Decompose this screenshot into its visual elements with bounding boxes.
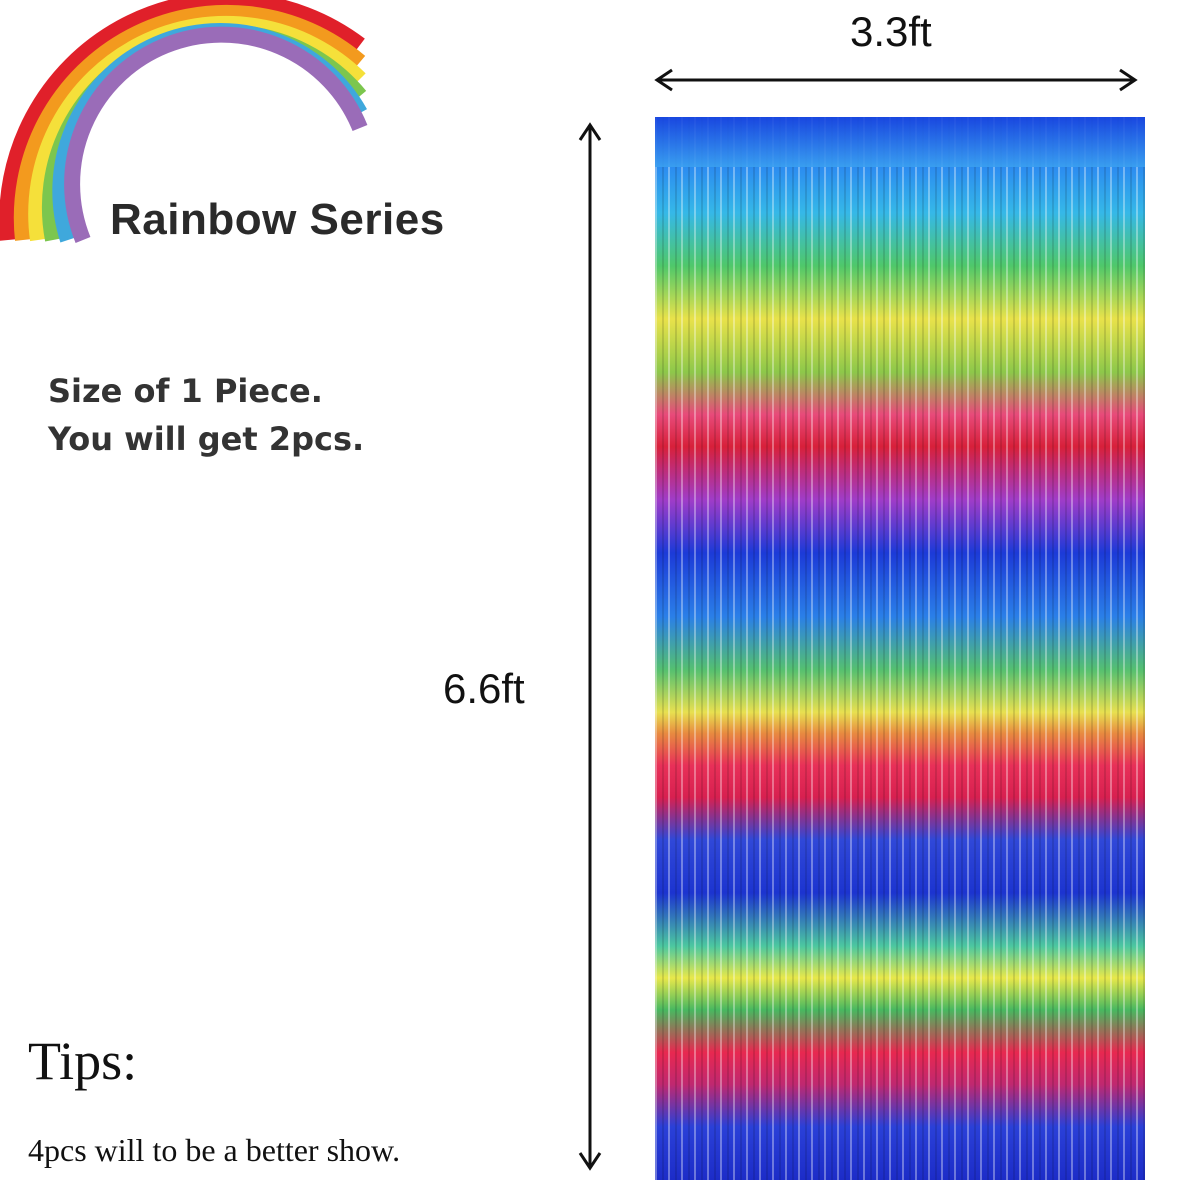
- tips-text: 4pcs will to be a better show.: [28, 1132, 401, 1168]
- series-title: Rainbow Series: [110, 195, 445, 244]
- tips-heading: Tips:: [28, 1031, 138, 1091]
- rainbow-arc-orange: [13, 4, 366, 241]
- rainbow-arc-red: [0, 0, 365, 241]
- rainbow-foil-curtain: [655, 117, 1145, 1180]
- rainbow-logo: [0, 0, 368, 243]
- rainbow-arc-purple: [64, 26, 368, 243]
- size-text: Size of 1 Piece.: [48, 372, 323, 410]
- height-label: 6.6ft: [443, 665, 525, 712]
- curtain-header-strip: [655, 117, 1145, 167]
- width-label: 3.3ft: [850, 8, 932, 55]
- quantity-text: You will get 2pcs.: [48, 420, 365, 458]
- rainbow-arcs: [0, 0, 368, 243]
